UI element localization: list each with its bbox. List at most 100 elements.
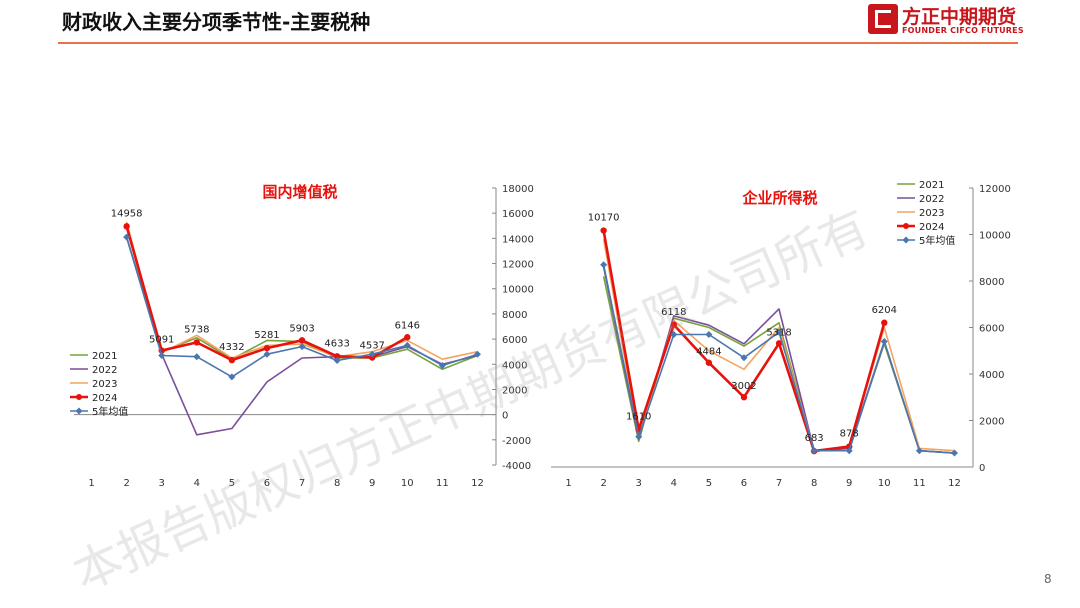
y-tick-label: 2000 [502,385,527,396]
x-tick-label: 10 [401,478,414,489]
y-tick-label: 18000 [502,184,534,195]
data-label: 5738 [184,324,209,335]
data-point-2024 [600,227,607,234]
legend-label-2022: 2022 [92,365,117,376]
series-line-5年均值 [125,236,478,378]
data-label: 6146 [395,320,420,331]
legend-marker-2024 [76,394,82,400]
data-point-avg [670,330,678,338]
x-tick-label: 7 [299,478,305,489]
legend-marker-avg [902,236,910,244]
x-tick-label: 2 [123,478,129,489]
data-label: 4633 [324,338,349,349]
data-label: 4332 [219,342,244,353]
data-point-2024 [228,356,236,364]
y-tick-label: 10000 [502,285,534,296]
data-label: 3002 [731,381,756,392]
legend-label-2024: 2024 [92,393,117,404]
data-point-avg [705,330,713,338]
y-tick-label: 12000 [979,184,1011,195]
legend-label-2023: 2023 [919,208,944,219]
data-point-2024 [333,353,341,360]
x-tick-label: 1 [565,478,571,489]
x-tick-label: 8 [811,478,817,489]
y-tick-label: -2000 [502,436,531,447]
x-tick-label: 5 [229,478,235,489]
data-point-2024 [263,344,271,352]
data-point-2024 [298,337,306,344]
data-point-avg [368,350,376,358]
x-tick-label: 6 [264,478,270,489]
legend-label-2023: 2023 [92,379,117,390]
x-tick-label: 11 [436,478,449,489]
y-tick-label: 6000 [979,324,1004,335]
data-point-avg [845,447,853,455]
page-number: 8 [1044,572,1052,586]
data-point-avg [438,362,446,370]
data-label: 5903 [289,323,314,334]
x-tick-label: 5 [706,478,712,489]
y-tick-label: -4000 [502,461,531,472]
x-tick-label: 3 [159,478,165,489]
y-tick-label: 12000 [502,260,534,271]
data-label: 4537 [359,341,384,352]
data-label: 5091 [149,335,174,346]
data-point-2024 [123,223,130,230]
x-tick-label: 6 [741,478,747,489]
data-point-avg [298,343,306,351]
x-tick-label: 3 [636,478,642,489]
data-label: 5318 [766,327,791,338]
y-tick-label: 4000 [502,360,527,371]
legend-label-2021: 2021 [92,351,117,362]
data-point-avg [263,350,271,358]
legend-label-2024: 2024 [919,222,944,233]
data-point-2024 [404,334,411,341]
legend-marker-avg [75,407,83,415]
data-label: 1610 [626,412,651,423]
y-tick-label: 2000 [979,417,1004,428]
logo-text-cn: 方正中期期货 [902,6,1017,28]
page-title: 财政收入主要分项季节性-主要税种 [62,10,371,34]
y-tick-label: 8000 [979,277,1004,288]
y-tick-label: 16000 [502,209,534,220]
data-point-2024 [705,359,713,366]
x-tick-label: 12 [948,478,961,489]
header-divider [58,42,1018,44]
data-point-avg [600,261,608,269]
data-point-avg [193,353,201,361]
data-point-avg [950,449,958,457]
data-point-2024 [775,340,783,347]
x-tick-label: 4 [194,478,200,489]
data-point-avg [403,341,411,349]
legend-label-5年均值: 5年均值 [92,405,128,418]
x-tick-label: 9 [846,478,852,489]
y-tick-label: 6000 [502,335,527,346]
data-label: 683 [805,433,824,444]
logo-text-en: FOUNDER CIFCO FUTURES [902,26,1024,35]
data-label: 5281 [254,330,279,341]
data-point-2024 [881,319,888,326]
data-label: 10170 [588,213,620,224]
logo-icon [868,4,898,34]
y-tick-label: 10000 [979,231,1011,242]
legend-label-2022: 2022 [919,194,944,205]
x-tick-label: 8 [334,478,340,489]
data-point-avg [880,337,888,345]
data-point-avg [473,350,481,358]
data-point-avg [775,328,783,336]
x-tick-label: 1 [88,478,94,489]
legend-label-5年均值: 5年均值 [919,234,955,247]
data-point-avg [228,373,236,381]
data-point-2024 [740,394,748,401]
x-tick-label: 4 [671,478,677,489]
y-tick-label: 0 [979,463,985,474]
data-point-avg [635,433,643,441]
brand-logo: 方正中期期货 FOUNDER CIFCO FUTURES [868,2,1028,40]
y-tick-label: 0 [502,411,508,422]
data-point-avg [915,447,923,455]
data-point-avg [158,351,166,359]
data-point-avg [810,447,818,455]
chart-title: 国内增值税 [262,183,337,201]
x-tick-label: 7 [776,478,782,489]
data-label: 878 [840,429,859,440]
